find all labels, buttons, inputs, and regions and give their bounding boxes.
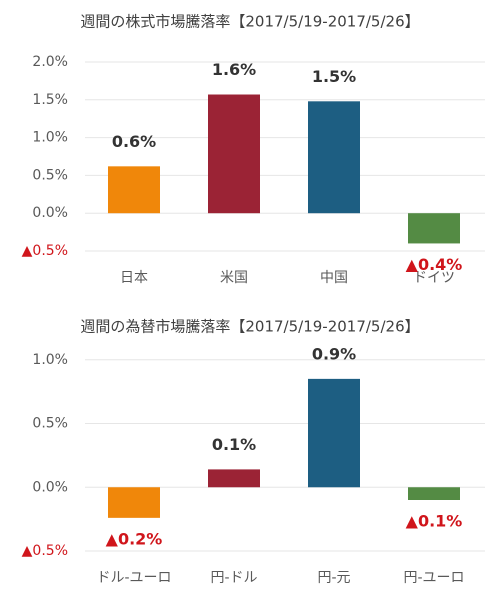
y-tick-label: ▲0.5% [22, 543, 68, 559]
value-label: ▲0.4% [406, 255, 463, 274]
chart-title: 週間の為替市場騰落率【2017/5/19-2017/5/26】 [80, 318, 419, 336]
chart-title: 週間の株式市場騰落率【2017/5/19-2017/5/26】 [80, 13, 419, 31]
y-tick-label: 0.5% [32, 416, 68, 432]
bar [308, 101, 360, 214]
y-tick-label: 0.5% [32, 167, 68, 183]
y-tick-label: 0.0% [32, 479, 68, 495]
y-tick-label: 1.5% [32, 92, 68, 108]
x-tick-label: 日本 [120, 270, 148, 286]
x-tick-label: 円-ドル [210, 570, 257, 586]
x-tick-label: ドイツ [413, 270, 455, 286]
x-tick-label: 円-ユーロ [403, 570, 464, 586]
bar [308, 378, 360, 488]
bar [208, 94, 260, 214]
value-label: 0.1% [212, 435, 256, 454]
value-label: 1.5% [312, 67, 356, 86]
bar [108, 487, 160, 518]
x-tick-label: 中国 [320, 270, 348, 286]
y-tick-label: 2.0% [32, 54, 68, 70]
value-label: 0.6% [112, 132, 156, 151]
x-tick-label: 米国 [220, 270, 248, 286]
bar [108, 166, 160, 214]
y-tick-label: ▲0.5% [22, 243, 68, 259]
y-tick-label: 0.0% [32, 205, 68, 221]
x-tick-label: ドル-ユーロ [96, 570, 171, 586]
y-tick-label: 1.0% [32, 130, 68, 146]
value-label: ▲0.1% [406, 512, 463, 531]
x-tick-label: 円-元 [317, 570, 350, 586]
y-tick-label: 1.0% [32, 352, 68, 368]
value-label: ▲0.2% [106, 529, 163, 548]
value-label: 1.6% [212, 60, 256, 79]
bar [208, 469, 260, 488]
value-label: 0.9% [312, 344, 356, 363]
bar [408, 213, 460, 244]
bar [408, 487, 460, 500]
